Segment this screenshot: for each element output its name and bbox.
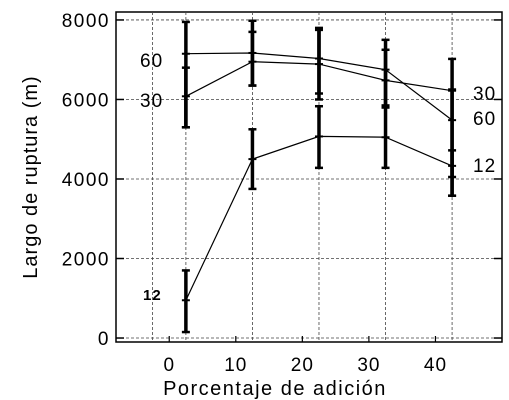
series-label-right-30: 30 (473, 84, 496, 105)
x-tick-label: 10 (224, 355, 247, 376)
series-label-left-30: 30 (140, 91, 163, 112)
x-tick-label: 0 (163, 355, 175, 376)
y-tick-label: 2000 (62, 250, 110, 271)
y-tick-label: 4000 (62, 170, 110, 191)
x-tick-label: 30 (357, 355, 380, 376)
series-label-right-12: 12 (473, 156, 496, 177)
x-tick-label: 40 (424, 355, 447, 376)
x-axis-ticks: 0 10 20 30 40 (163, 336, 447, 376)
series-label-left-12: 12 (143, 287, 162, 304)
series-label-left-60: 60 (140, 51, 163, 72)
grid (116, 12, 502, 342)
series-labels: 60 30 12 30 60 12 (140, 51, 496, 304)
y-axis-ticks: 0 2000 4000 6000 8000 (62, 11, 502, 350)
x-tick-label: 20 (291, 355, 314, 376)
series-label-right-60: 60 (473, 109, 496, 130)
y-tick-label: 8000 (62, 11, 110, 32)
y-tick-label: 6000 (62, 90, 110, 111)
series-group (181, 19, 457, 334)
y-axis-title: Largo de ruptura (m) (20, 75, 42, 278)
y-tick-label: 0 (98, 329, 110, 350)
x-axis-title: Porcentaje de adición (163, 378, 387, 400)
plot-frame (115, 11, 503, 343)
